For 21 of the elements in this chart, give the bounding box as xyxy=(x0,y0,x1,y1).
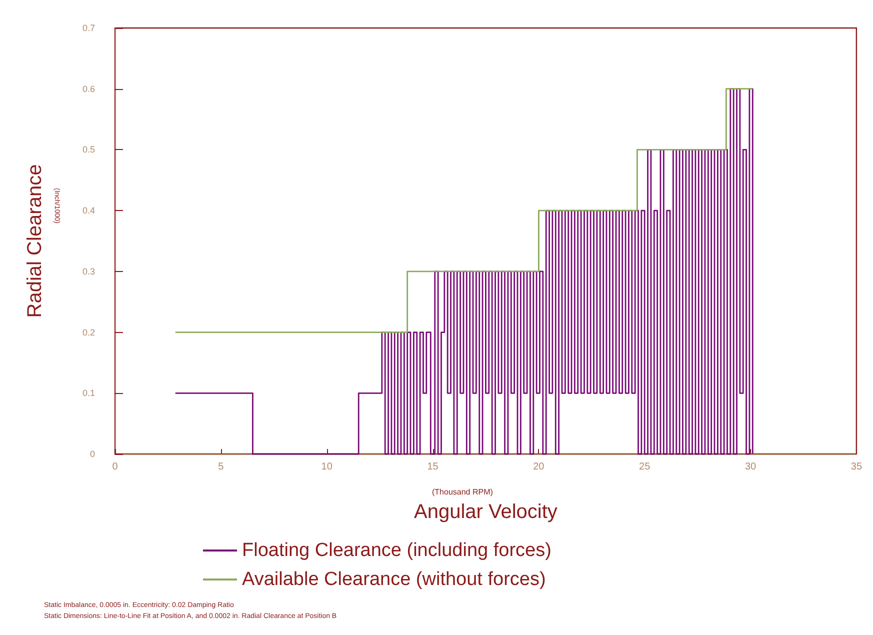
y-tick-label: 0.7 xyxy=(82,23,95,33)
legend-label: Floating Clearance (including forces) xyxy=(242,540,552,561)
x-axis-title: Angular Velocity xyxy=(414,501,558,523)
x-tick-label: 5 xyxy=(218,462,224,472)
y-tick-label: 0.4 xyxy=(82,206,95,216)
y-tick-label: 0 xyxy=(90,449,95,459)
x-tick-label: 10 xyxy=(321,462,333,472)
y-tick-label: 0.3 xyxy=(82,266,95,276)
y-tick-label: 0.1 xyxy=(82,388,95,398)
y-tick-label: 0.2 xyxy=(82,327,95,338)
x-tick-label: 0 xyxy=(112,462,118,472)
x-tick-label: 30 xyxy=(744,462,757,472)
y-tick-label: 0.6 xyxy=(82,84,95,94)
x-tick-label: 15 xyxy=(427,462,439,472)
x-tick-label: 35 xyxy=(850,462,862,472)
x-tick-label: 20 xyxy=(533,462,545,472)
text: (Thousand RPM) xyxy=(432,488,494,496)
x-tick-label: 25 xyxy=(639,462,651,472)
y-tick-label: 0.5 xyxy=(82,144,95,155)
y-axis-title: Radial Clearance xyxy=(24,164,46,318)
legend-label: Available Clearance (without forces) xyxy=(242,569,546,590)
